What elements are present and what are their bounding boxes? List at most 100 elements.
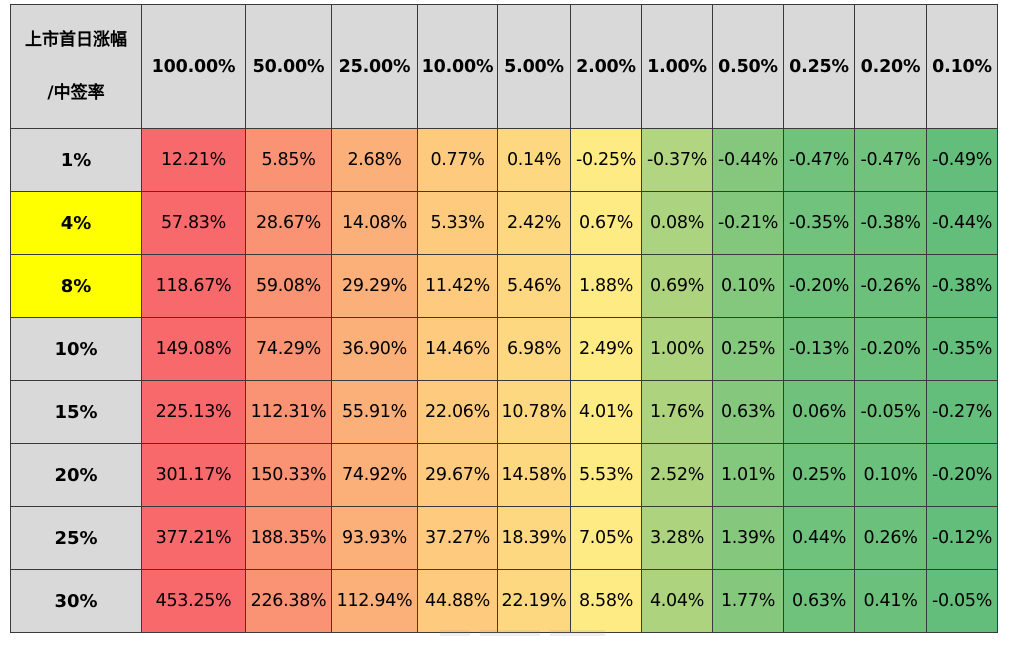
heatmap-cell: 0.77% xyxy=(417,128,498,192)
heatmap-cell: 0.63% xyxy=(712,380,784,444)
table-row: 15% 225.13% 112.31% 55.91% 22.06% 10.78% 4.01%… xyxy=(10,380,998,444)
heatmap-cell: 0.67% xyxy=(570,191,642,255)
heatmap-cell: 74.29% xyxy=(245,317,332,381)
heatmap-cell: 14.46% xyxy=(417,317,498,381)
heatmap-cell: 29.67% xyxy=(417,443,498,507)
table-row: 8% 118.67% 59.08% 29.29% 11.42% 5.46% 1.88% 0.6… xyxy=(10,254,998,318)
heatmap-cell: 12.21% xyxy=(141,128,246,192)
row-header: 10% xyxy=(10,317,142,381)
watermark xyxy=(440,630,605,636)
heatmap-cell: -0.21% xyxy=(712,191,784,255)
heatmap-cell: 112.31% xyxy=(245,380,332,444)
corner-label-allotment-rate: /中签率 xyxy=(47,82,105,103)
heatmap-cell: 0.63% xyxy=(783,569,855,633)
heatmap-cell: 6.98% xyxy=(497,317,571,381)
ipo-return-heatmap-table: 上市首日涨幅 /中签率 100.00% 50.00% 25.00% 10.00% 5.0… xyxy=(10,4,998,633)
row-header: 30% xyxy=(10,569,142,633)
heatmap-cell: 4.01% xyxy=(570,380,642,444)
table-body: 1% 12.21% 5.85% 2.68% 0.77% 0.14% -0.25% -0.37%… xyxy=(10,128,998,633)
heatmap-cell: 57.83% xyxy=(141,191,246,255)
heatmap-cell: -0.38% xyxy=(854,191,927,255)
heatmap-cell: -0.05% xyxy=(926,569,998,633)
heatmap-cell: 2.49% xyxy=(570,317,642,381)
column-header: 10.00% xyxy=(417,4,498,129)
heatmap-cell: 1.76% xyxy=(641,380,713,444)
column-header: 0.20% xyxy=(854,4,927,129)
heatmap-cell: 0.25% xyxy=(712,317,784,381)
heatmap-cell: 18.39% xyxy=(497,506,571,570)
heatmap-cell: 28.67% xyxy=(245,191,332,255)
heatmap-cell: 1.01% xyxy=(712,443,784,507)
heatmap-cell: -0.49% xyxy=(926,128,998,192)
heatmap-cell: -0.26% xyxy=(854,254,927,318)
heatmap-cell: 37.27% xyxy=(417,506,498,570)
column-header: 0.50% xyxy=(712,4,784,129)
heatmap-cell: 0.06% xyxy=(783,380,855,444)
heatmap-cell: -0.20% xyxy=(926,443,998,507)
heatmap-cell: -0.20% xyxy=(783,254,855,318)
table-row: 1% 12.21% 5.85% 2.68% 0.77% 0.14% -0.25% -0.37%… xyxy=(10,128,998,192)
heatmap-cell: 188.35% xyxy=(245,506,332,570)
heatmap-cell: -0.35% xyxy=(926,317,998,381)
heatmap-cell: 7.05% xyxy=(570,506,642,570)
heatmap-cell: 226.38% xyxy=(245,569,332,633)
heatmap-cell: -0.38% xyxy=(926,254,998,318)
heatmap-cell: 1.39% xyxy=(712,506,784,570)
heatmap-cell: 8.58% xyxy=(570,569,642,633)
heatmap-cell: 3.28% xyxy=(641,506,713,570)
heatmap-cell: 5.46% xyxy=(497,254,571,318)
heatmap-cell: 93.93% xyxy=(331,506,418,570)
heatmap-cell: 0.14% xyxy=(497,128,571,192)
heatmap-cell: 5.33% xyxy=(417,191,498,255)
table-row: 30% 453.25% 226.38% 112.94% 44.88% 22.19% 8.58… xyxy=(10,569,998,633)
heatmap-cell: 149.08% xyxy=(141,317,246,381)
heatmap-cell: -0.05% xyxy=(854,380,927,444)
heatmap-cell: 22.19% xyxy=(497,569,571,633)
heatmap-cell: 0.44% xyxy=(783,506,855,570)
heatmap-cell: 2.68% xyxy=(331,128,418,192)
heatmap-cell: 5.85% xyxy=(245,128,332,192)
heatmap-cell: -0.25% xyxy=(570,128,642,192)
heatmap-cell: 10.78% xyxy=(497,380,571,444)
heatmap-cell: 29.29% xyxy=(331,254,418,318)
column-header: 0.25% xyxy=(783,4,855,129)
heatmap-cell: 55.91% xyxy=(331,380,418,444)
row-header: 25% xyxy=(10,506,142,570)
table-row: 4% 57.83% 28.67% 14.08% 5.33% 2.42% 0.67% 0.08%… xyxy=(10,191,998,255)
column-header: 25.00% xyxy=(331,4,418,129)
heatmap-cell: -0.44% xyxy=(926,191,998,255)
heatmap-cell: -0.47% xyxy=(783,128,855,192)
table-row: 10% 149.08% 74.29% 36.90% 14.46% 6.98% 2.49% 1.… xyxy=(10,317,998,381)
heatmap-cell: 59.08% xyxy=(245,254,332,318)
row-header: 8% xyxy=(10,254,142,318)
heatmap-cell: 453.25% xyxy=(141,569,246,633)
heatmap-cell: 225.13% xyxy=(141,380,246,444)
heatmap-cell: 0.26% xyxy=(854,506,927,570)
heatmap-cell: 0.69% xyxy=(641,254,713,318)
column-header: 100.00% xyxy=(141,4,246,129)
heatmap-cell: -0.13% xyxy=(783,317,855,381)
heatmap-cell: 44.88% xyxy=(417,569,498,633)
row-header: 4% xyxy=(10,191,142,255)
heatmap-cell: 2.52% xyxy=(641,443,713,507)
heatmap-cell: 118.67% xyxy=(141,254,246,318)
heatmap-cell: 74.92% xyxy=(331,443,418,507)
heatmap-cell: 4.04% xyxy=(641,569,713,633)
table-row: 25% 377.21% 188.35% 93.93% 37.27% 18.39% 7.05%… xyxy=(10,506,998,570)
heatmap-cell: 112.94% xyxy=(331,569,418,633)
heatmap-cell: -0.44% xyxy=(712,128,784,192)
heatmap-cell: 1.77% xyxy=(712,569,784,633)
heatmap-cell: 5.53% xyxy=(570,443,642,507)
header-row: 上市首日涨幅 /中签率 100.00% 50.00% 25.00% 10.00% 5.0… xyxy=(10,4,998,129)
column-header: 1.00% xyxy=(641,4,713,129)
heatmap-cell: 1.00% xyxy=(641,317,713,381)
heatmap-cell: -0.35% xyxy=(783,191,855,255)
heatmap-cell: 301.17% xyxy=(141,443,246,507)
table-row: 20% 301.17% 150.33% 74.92% 29.67% 14.58% 5.53%… xyxy=(10,443,998,507)
heatmap-cell: 0.25% xyxy=(783,443,855,507)
heatmap-cell: 22.06% xyxy=(417,380,498,444)
heatmap-cell: 2.42% xyxy=(497,191,571,255)
corner-label-first-day-gain: 上市首日涨幅 xyxy=(25,29,127,50)
heatmap-cell: -0.20% xyxy=(854,317,927,381)
corner-header-cell: 上市首日涨幅 /中签率 xyxy=(10,4,142,129)
